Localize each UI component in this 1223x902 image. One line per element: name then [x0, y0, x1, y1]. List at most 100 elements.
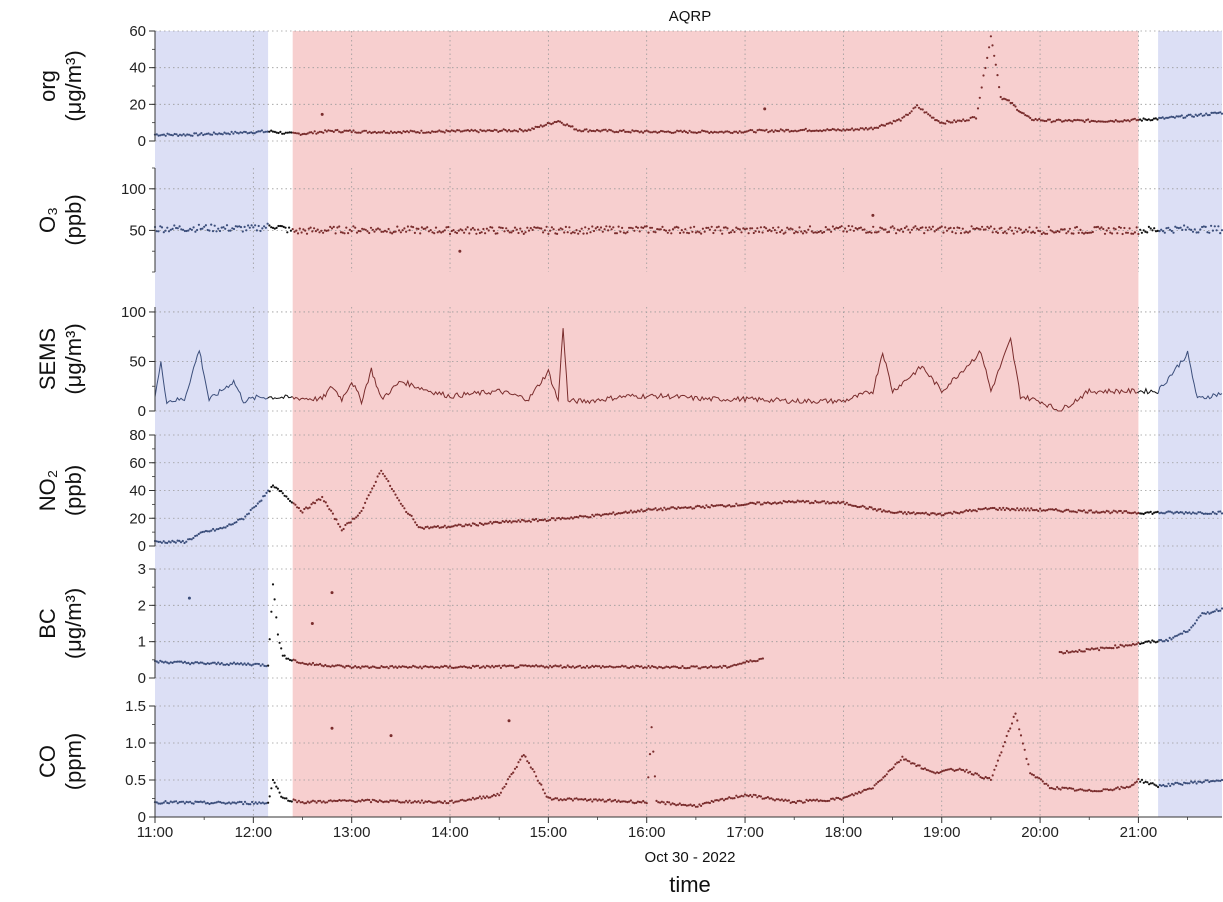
data-point-o3: [605, 225, 608, 228]
data-point-o3: [166, 226, 169, 229]
data-point-org: [1142, 117, 1145, 120]
data-point-org: [923, 111, 926, 114]
data-point-no2: [251, 507, 254, 510]
data-point-o3: [798, 226, 801, 229]
data-point-bc: [301, 661, 304, 664]
data-point-o3: [852, 229, 856, 232]
data-point-no2: [1133, 511, 1136, 514]
data-point-co: [203, 800, 206, 803]
xtick-label-10: 21:00: [1120, 824, 1158, 841]
data-point-co: [1113, 788, 1116, 791]
data-point-co: [1174, 781, 1177, 785]
data-point-no2: [671, 506, 675, 509]
data-point-co: [607, 798, 610, 802]
data-point-o3: [912, 226, 915, 229]
data-point-co: [745, 794, 748, 797]
data-point-co: [752, 793, 755, 796]
data-point-org: [522, 130, 525, 133]
data-point-co: [1151, 782, 1154, 785]
data-point-no2: [1111, 511, 1114, 514]
data-point-org: [819, 129, 822, 132]
data-point-no2: [503, 520, 506, 524]
data-point-co: [570, 797, 573, 801]
data-point-org: [772, 130, 775, 133]
data-point-o3: [751, 227, 754, 230]
data-point-co: [1052, 787, 1055, 790]
data-point-org: [567, 124, 571, 127]
data-point-bc: [441, 665, 445, 669]
data-point-org: [318, 130, 321, 133]
data-point-o3: [598, 228, 601, 231]
data-point-no2: [861, 504, 864, 507]
data-point-o3: [554, 232, 557, 235]
data-point-org: [871, 128, 875, 131]
data-point-co: [984, 775, 987, 779]
data-point-o3: [1135, 226, 1138, 229]
data-point-bc: [459, 665, 462, 668]
data-point-org: [1165, 116, 1168, 119]
data-point-no2: [935, 513, 938, 516]
data-point-co: [211, 802, 215, 805]
data-point-no2: [794, 501, 798, 504]
data-point-org: [717, 131, 720, 134]
data-point-org: [1217, 111, 1220, 114]
data-point-o3: [986, 225, 989, 228]
data-point-co: [591, 800, 594, 803]
data-point-org: [769, 130, 772, 133]
data-point-co: [615, 800, 619, 803]
data-point-no2: [540, 518, 543, 522]
data-point-o3: [336, 226, 339, 229]
data-point-no2: [1074, 510, 1077, 513]
data-point-no2: [902, 512, 905, 515]
data-point-co: [875, 782, 878, 785]
data-point-no2: [461, 525, 464, 528]
data-point-co: [268, 795, 271, 798]
data-point-org: [1030, 118, 1034, 121]
data-point-co: [1123, 786, 1127, 790]
data-point-co: [758, 794, 761, 798]
data-point-co: [859, 791, 862, 794]
data-point-bc: [543, 666, 547, 669]
data-point-org: [175, 133, 178, 136]
data-point-no2: [335, 518, 338, 521]
data-point-org: [1163, 117, 1166, 120]
data-point-co: [967, 771, 970, 774]
data-point-o3: [970, 225, 973, 228]
data-point-no2: [290, 501, 293, 504]
data-point-org: [740, 131, 743, 134]
data-point-org: [434, 130, 437, 133]
outlier-point-bc-1: [330, 591, 334, 595]
data-point-no2: [626, 511, 629, 514]
data-point-bc: [313, 663, 316, 667]
data-point-co: [1084, 789, 1087, 792]
data-point-bc: [735, 664, 738, 667]
data-point-co: [1170, 782, 1174, 785]
data-point-no2: [659, 507, 662, 510]
data-point-o3: [171, 227, 174, 230]
data-point-co: [1025, 757, 1028, 761]
data-point-bc: [352, 666, 355, 669]
data-point-no2: [614, 513, 617, 516]
data-point-no2: [280, 490, 283, 493]
data-point-o3: [592, 229, 596, 233]
data-point-co: [258, 801, 261, 804]
data-point-co: [791, 800, 794, 804]
data-point-org: [1175, 115, 1178, 118]
data-point-co: [243, 800, 247, 804]
data-point-co: [621, 800, 624, 803]
data-point-no2: [450, 525, 453, 528]
data-point-o3: [1211, 229, 1214, 232]
data-point-o3: [923, 232, 926, 235]
data-point-bc: [176, 660, 179, 663]
data-point-bc: [364, 665, 367, 668]
data-point-no2: [160, 541, 163, 544]
data-point-no2: [917, 511, 921, 515]
data-point-o3: [1002, 231, 1005, 234]
data-point-o3: [401, 229, 404, 232]
data-point-co: [1082, 789, 1085, 792]
data-point-co: [1032, 774, 1035, 777]
data-point-o3: [661, 225, 664, 228]
data-point-o3: [348, 228, 351, 231]
data-point-bc: [631, 665, 634, 668]
data-point-bc: [596, 665, 599, 668]
